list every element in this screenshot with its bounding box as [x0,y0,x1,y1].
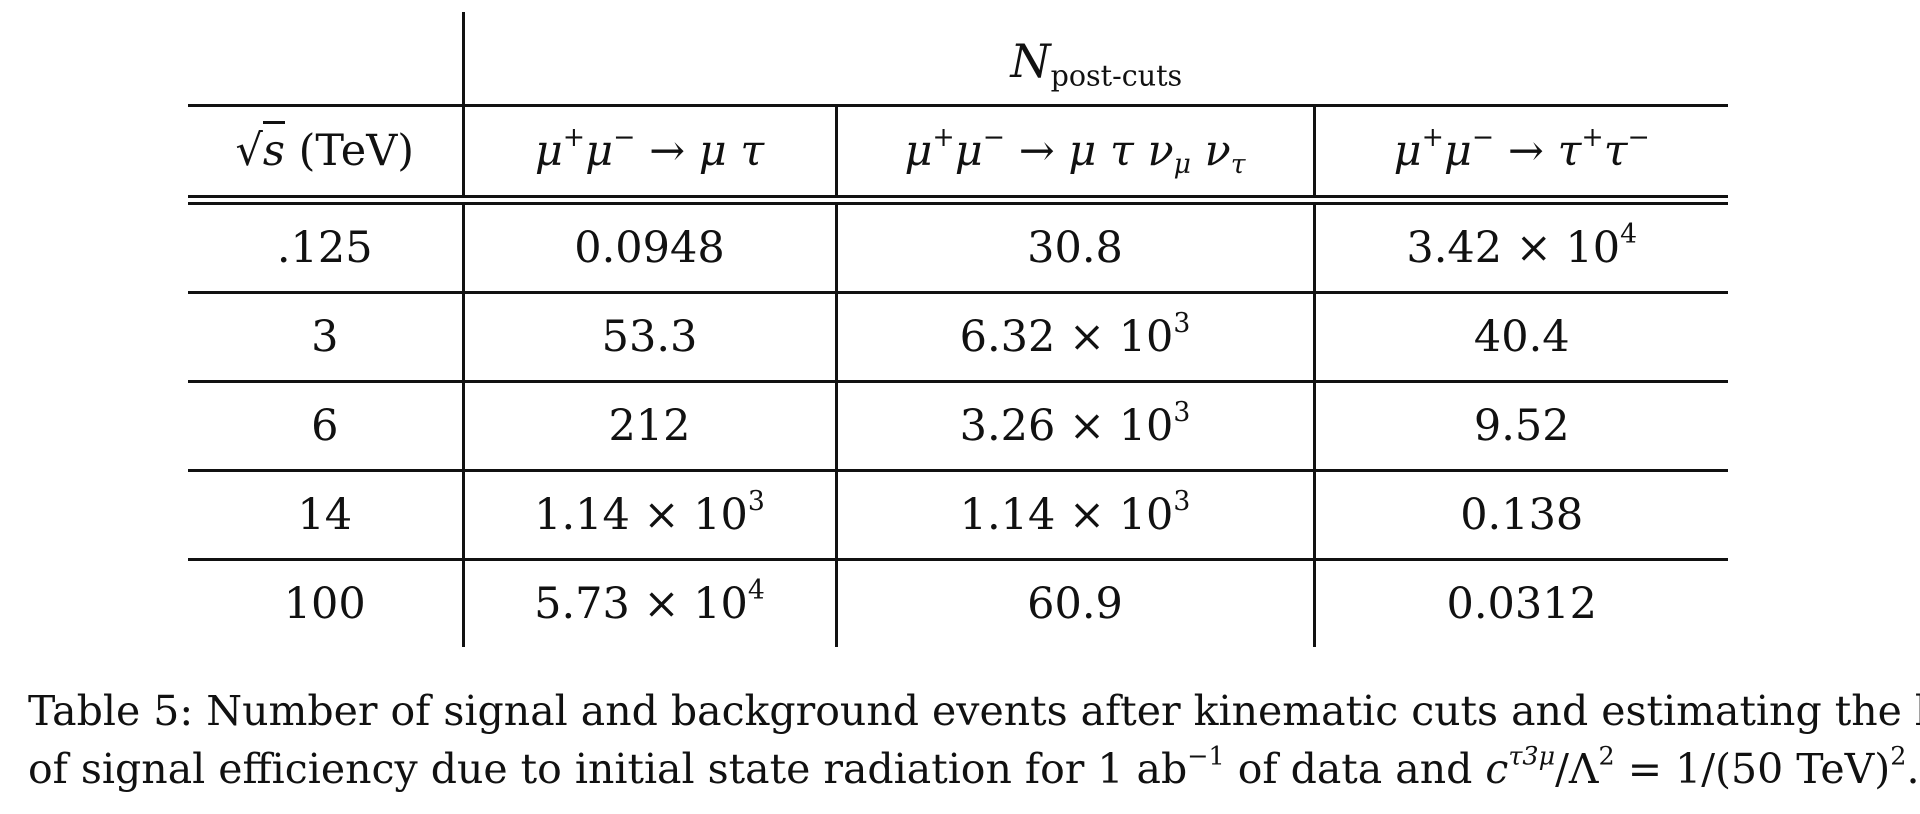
cell-mu-tau-nu-nu: 30.8 [836,200,1316,294]
cell-sqrt-s: 14 [188,470,465,561]
cell-mu-tau: 53.3 [463,292,838,383]
cell-sqrt-s: 6 [188,381,465,472]
cell-mu-tau: 0.0948 [463,200,838,294]
header-sqrt-s: √s (TeV) [188,104,465,205]
cell-mu-tau-nu-nu: 3.26 × 103 [836,381,1316,472]
table-row: .125 0.0948 30.8 3.42 × 104 [188,200,1728,294]
header-mu-tau: μ+μ− → μ τ [463,104,838,205]
sqrt-symbol: √ [235,125,263,176]
table-row: 100 5.73 × 104 60.9 0.0312 [188,559,1728,647]
super-header-row: Npost-cuts [188,12,1728,106]
cell-mu-tau: 1.14 × 103 [463,470,838,561]
table-row: 14 1.14 × 103 1.14 × 103 0.138 [188,470,1728,561]
results-table: Npost-cuts √s (TeV) μ+μ− → μ τ μ+μ− → μ … [188,12,1728,647]
cell-tau-tau: 3.42 × 104 [1314,200,1728,294]
table-row: 3 53.3 6.32 × 103 40.4 [188,292,1728,383]
header-mu-tau-nu-nu: μ+μ− → μ τ νμ ντ [836,104,1316,205]
column-header-row: √s (TeV) μ+μ− → μ τ μ+μ− → μ τ νμ ντ μ+μ… [188,104,1728,205]
cell-sqrt-s: 3 [188,292,465,383]
cell-tau-tau: 9.52 [1314,381,1728,472]
table-row: 6 212 3.26 × 103 9.52 [188,381,1728,472]
caption-line-1: Table 5: Number of signal and background… [28,687,1920,735]
cell-mu-tau: 212 [463,381,838,472]
super-header-npostcuts: Npost-cuts [1010,34,1183,93]
cell-tau-tau: 40.4 [1314,292,1728,383]
header-tau-tau: μ+μ− → τ+τ− [1314,104,1728,205]
cell-mu-tau-nu-nu: 1.14 × 103 [836,470,1316,561]
cell-tau-tau: 0.138 [1314,470,1728,561]
cell-mu-tau-nu-nu: 6.32 × 103 [836,292,1316,383]
results-table-container: Npost-cuts √s (TeV) μ+μ− → μ τ μ+μ− → μ … [188,12,1728,647]
cell-mu-tau: 5.73 × 104 [463,559,838,647]
cell-tau-tau: 0.0312 [1446,578,1597,629]
cell-sqrt-s: .125 [188,200,465,294]
super-header-stub [188,12,465,106]
cell-mu-tau-nu-nu: 60.9 [836,559,1316,647]
cell-sqrt-s: 100 [188,559,465,647]
caption-line-2: of signal efficiency due to initial stat… [28,740,1920,793]
table-caption: Table 5: Number of signal and background… [28,682,1920,798]
